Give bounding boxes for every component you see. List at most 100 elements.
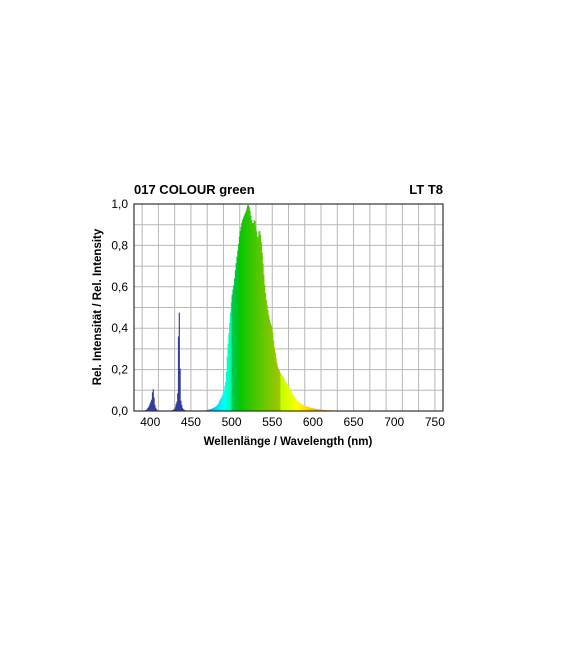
spectrum-bar [233,285,235,411]
spectrum-bar [260,242,263,411]
spectrum-bar [210,409,212,411]
spectrum-bar [260,235,262,411]
spectrum-bar [208,409,210,411]
spectrum-bar [280,374,282,411]
spectrum-bar [211,408,213,411]
spectrum-bar [288,386,290,411]
spectrum-bar [179,368,181,411]
spectrum-bar [298,402,300,411]
spectrum-bar [219,399,221,411]
spectrum-bar [212,408,214,411]
x-tick-label: 600 [303,415,323,429]
spectrum-bar [283,378,285,411]
spectrum-bar [309,407,311,411]
spectrum-bar [253,220,255,411]
spectrum-bar [304,405,306,411]
spectrum-bar [278,370,280,411]
spectrum-bar [208,409,210,411]
spectrum-bar [268,315,270,411]
spectrum-bar [262,263,264,411]
spectrum-bar [287,385,289,411]
spectrum-bar [221,395,223,411]
spectrum-bar [227,343,229,411]
x-tick-label: 650 [344,415,364,429]
spectrum-bar [223,390,225,411]
spectrum-bar [292,394,294,411]
spectrum-bar [286,383,288,411]
spectrum-bar [308,407,310,411]
spectrum-bar [267,310,269,411]
spectrum-bar [222,393,224,411]
y-tick-label: 0,6 [111,280,128,294]
spectrum-bar [299,402,301,411]
spectrum-bar [255,226,257,411]
y-tick-labels: 0,0 0,2 0,4 0,6 0,8 1,0 [111,197,128,418]
spectrum-bar [284,380,286,411]
grid-layer [134,204,443,411]
spectrum-bar [314,408,316,411]
spectrum-bar [312,408,314,411]
x-tick-label: 550 [262,415,282,429]
spectrum-bar [246,208,248,411]
spectrum-bar [230,302,232,411]
x-tick-labels: 400 450 500 550 600 650 700 750 [140,415,445,429]
spectrum-bar [181,404,183,411]
x-tick-label: 700 [384,415,404,429]
spectrum-bar [256,236,258,411]
spectrum-bar [301,404,303,411]
spectrum-bar [153,397,155,411]
spectrum-bar [240,226,242,411]
spectrum-bar [295,399,297,411]
spectrum-bars [142,205,354,411]
spectrum-bar [293,395,295,411]
spectrum-bar [152,389,154,411]
spectrum-bar [241,222,243,411]
spectrum-bar [297,401,299,411]
spectrum-bar [244,213,246,411]
spectrum-bar [229,323,231,411]
spectrum-bar [181,407,184,411]
spectrum-bar [150,401,152,411]
spectrum-bar [235,263,237,411]
spectrum-bar [290,391,293,411]
spectrum-bar [295,398,297,411]
spectrum-bar [234,270,236,411]
spectrum-bar [318,409,320,411]
spectrum-bar [146,409,148,411]
spectrum-bar [225,372,228,411]
spectrum-bar [234,278,236,411]
spectrum-bar [261,252,263,411]
spectrum-bar [268,319,271,411]
spectrum-bar [320,409,322,411]
spectrum-bar [173,409,175,411]
spectrum-bar [316,409,318,411]
spectrum-bar [290,389,292,411]
spectrum-bar [178,312,180,411]
spectrum-bar [315,408,317,411]
spectrum-bar [218,401,220,411]
spectrum-bar [177,393,179,411]
spectrum-bar [274,352,276,411]
spectrum-bar [271,327,273,411]
spectrum-bar [182,409,184,411]
spectrum-bar [248,207,250,411]
spectrum-bar [243,215,245,411]
spectrum-bar [249,210,251,411]
spectrum-bar [215,406,217,411]
spectrum-bar [266,304,268,411]
spectrum-bar [237,250,239,411]
spectrum-bar [321,409,323,411]
spectrum-bar [221,397,223,411]
spectrum-bar [209,409,211,411]
y-tick-label: 0,8 [111,238,128,252]
spectrum-bar [174,407,176,411]
spectrum-bar [247,205,249,411]
spectrum-bar [217,403,219,411]
spectrum-bar [282,376,284,411]
spectrum-bar [269,322,271,411]
spectrum-bar [302,404,304,411]
spectrum-bar [252,223,254,411]
spectrum-bar [239,230,241,411]
spectrum-bar [307,406,309,411]
